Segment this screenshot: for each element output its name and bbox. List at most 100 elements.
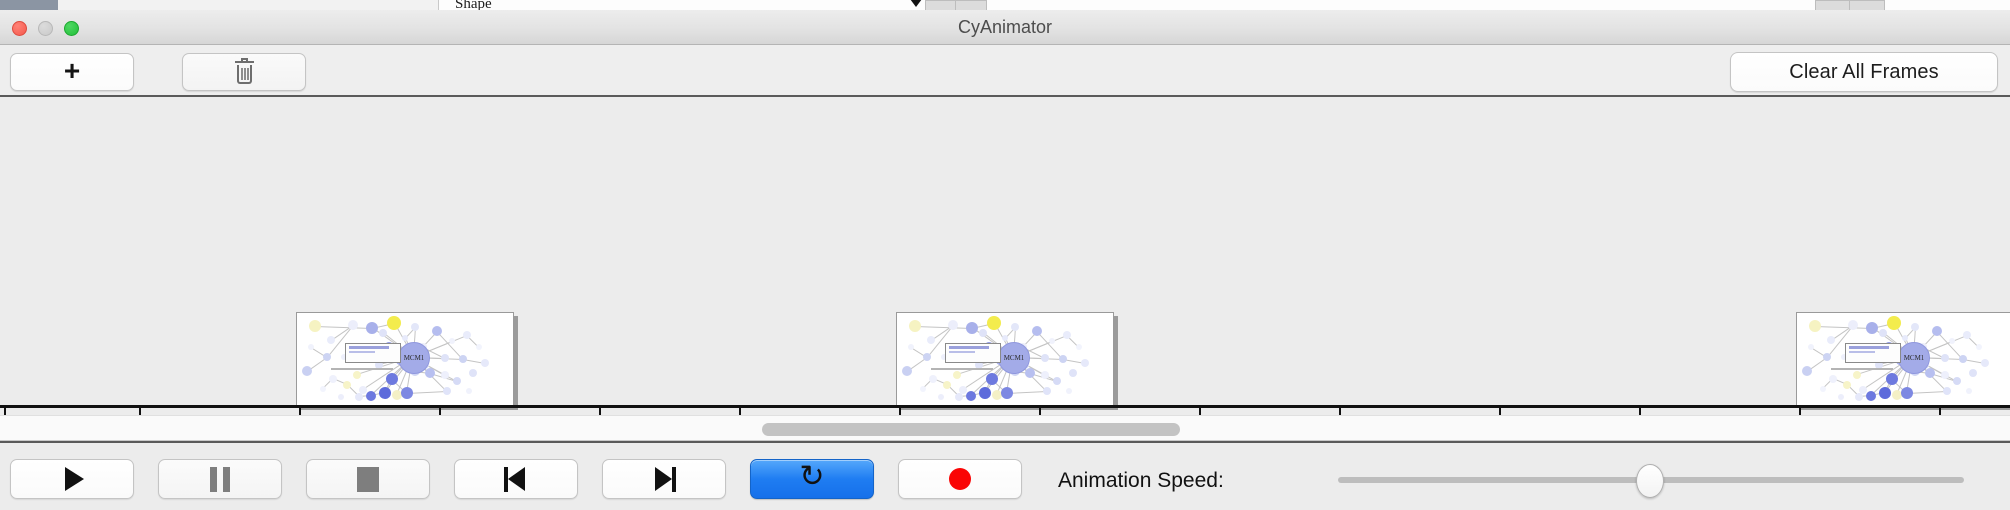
network-node xyxy=(425,368,435,378)
network-node xyxy=(1808,344,1814,350)
network-node xyxy=(1943,387,1951,395)
animation-speed-slider[interactable] xyxy=(1338,464,1964,498)
play-icon xyxy=(64,467,84,491)
network-node xyxy=(938,394,944,400)
network-node xyxy=(1911,323,1919,331)
network-node xyxy=(338,394,344,400)
network-node xyxy=(1866,322,1878,334)
network-node xyxy=(1011,323,1019,331)
pause-button[interactable] xyxy=(158,459,282,499)
skip-back-icon xyxy=(504,466,528,492)
network-node xyxy=(1076,344,1082,350)
stop-button[interactable] xyxy=(306,459,430,499)
network-node xyxy=(309,320,321,332)
network-node xyxy=(1879,329,1887,337)
timeline-frame[interactable]: MCM1 xyxy=(296,312,514,406)
background-control xyxy=(925,0,957,10)
loop-icon: ↻ xyxy=(799,460,825,493)
slider-thumb[interactable] xyxy=(1636,464,1664,498)
network-node xyxy=(1892,390,1902,400)
network-node xyxy=(453,377,461,385)
close-button[interactable] xyxy=(12,21,27,36)
axis-tick-major xyxy=(899,408,901,415)
network-node xyxy=(432,326,442,336)
timeline-scrollbar[interactable] xyxy=(0,415,2010,441)
network-node xyxy=(1820,386,1826,392)
network-node xyxy=(1848,320,1858,330)
network-node xyxy=(1866,391,1876,401)
network-node xyxy=(992,390,1002,400)
record-button[interactable] xyxy=(898,459,1022,499)
network-node xyxy=(1041,354,1049,362)
network-hub-node: MCM1 xyxy=(1898,342,1930,374)
network-node xyxy=(1963,331,1971,339)
add-frame-button[interactable]: + xyxy=(10,53,134,91)
network-node xyxy=(308,344,314,350)
skip-back-button[interactable] xyxy=(454,459,578,499)
background-tab xyxy=(248,0,309,10)
stop-icon xyxy=(357,466,379,492)
loop-button[interactable]: ↻ xyxy=(750,459,874,499)
network-node xyxy=(443,387,451,395)
zoom-button[interactable] xyxy=(64,21,79,36)
network-edge xyxy=(1007,391,1048,394)
axis-tick-major xyxy=(4,408,6,415)
network-node xyxy=(1953,377,1961,385)
network-node xyxy=(1001,387,1013,399)
network-tooltip-box xyxy=(1845,343,1901,363)
network-node xyxy=(1855,393,1863,401)
network-node xyxy=(1949,338,1955,344)
axis-tick-minor xyxy=(439,408,441,415)
network-node xyxy=(1976,344,1982,350)
network-node xyxy=(1843,381,1851,389)
frame-thumbnail-network: MCM1 xyxy=(897,313,1113,405)
animation-speed-label: Animation Speed: xyxy=(1058,469,1224,492)
network-node xyxy=(1959,355,1967,363)
timeline-frame[interactable]: MCM1 xyxy=(1796,312,2010,406)
network-node xyxy=(476,344,482,350)
toolbar: + Clear All Frames xyxy=(0,45,2010,97)
network-node xyxy=(348,320,358,330)
scrollbar-thumb[interactable] xyxy=(762,423,1180,436)
axis-tick-major xyxy=(599,408,601,415)
network-node xyxy=(1053,377,1061,385)
network-node xyxy=(343,381,351,389)
background-window-label: Shape xyxy=(455,0,492,10)
axis-tick-minor xyxy=(1039,408,1041,415)
play-button[interactable] xyxy=(10,459,134,499)
axis-tick-major xyxy=(1799,408,1801,415)
network-node xyxy=(1059,355,1067,363)
network-node xyxy=(966,391,976,401)
network-node xyxy=(1969,369,1977,377)
network-node xyxy=(948,320,958,330)
network-node xyxy=(375,361,383,369)
network-node xyxy=(386,373,398,385)
network-node xyxy=(923,353,931,361)
network-edge xyxy=(914,326,972,329)
network-node xyxy=(1063,331,1071,339)
background-control xyxy=(1815,0,1851,10)
network-node xyxy=(1041,371,1049,379)
network-edge xyxy=(1907,391,1948,394)
network-node xyxy=(411,323,419,331)
skip-forward-button[interactable] xyxy=(602,459,726,499)
network-node xyxy=(441,371,449,379)
network-node xyxy=(1802,366,1812,376)
traffic-lights xyxy=(12,21,79,36)
network-node xyxy=(1838,394,1844,400)
network-node xyxy=(953,371,961,379)
network-node xyxy=(469,369,477,377)
axis-tick-minor xyxy=(1339,408,1341,415)
clear-all-frames-button[interactable]: Clear All Frames xyxy=(1730,52,1998,92)
delete-frame-button[interactable] xyxy=(182,53,306,91)
network-node xyxy=(955,393,963,401)
minimize-button[interactable] xyxy=(38,21,53,36)
network-tooltip-box xyxy=(345,343,401,363)
transport-bar: ↻ Animation Speed: xyxy=(0,441,2010,510)
network-tooltip-box xyxy=(945,343,1001,363)
timeline-frame[interactable]: MCM1 xyxy=(896,312,1114,406)
network-node xyxy=(1853,371,1861,379)
frame-thumbnail-network: MCM1 xyxy=(297,313,513,405)
network-node xyxy=(302,366,312,376)
